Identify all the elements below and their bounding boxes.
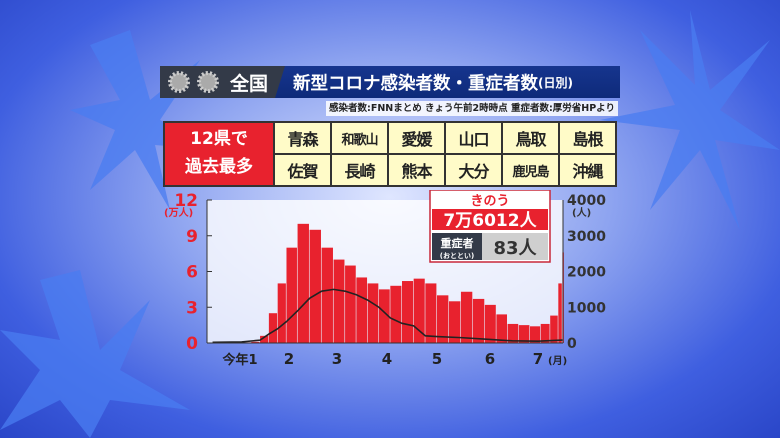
x-tick-label: 4 — [382, 350, 392, 368]
region-section: 全国 — [160, 66, 285, 98]
prefecture-cell: 大分 — [446, 155, 501, 185]
right-tick-label: 2000 — [567, 265, 606, 281]
case-bar — [472, 298, 485, 343]
right-tick-label: 4000 — [567, 193, 606, 209]
x-axis-unit: (月) — [548, 355, 567, 367]
case-bar — [507, 323, 519, 343]
case-bar — [268, 313, 278, 343]
case-bar — [333, 259, 345, 343]
header-bar: 全国 新型コロナ感染者数・重症者数 (日別) — [160, 66, 620, 98]
severe-label: 重症者 — [441, 236, 474, 250]
severe-value: 83人 — [493, 238, 537, 259]
prefecture-cell: 鹿児島 — [503, 155, 558, 185]
case-bar — [286, 247, 297, 343]
left-tick-label: 6 — [186, 263, 198, 283]
virus-icon — [168, 71, 190, 93]
prefecture-cell: 長崎 — [332, 155, 387, 185]
case-bar — [550, 315, 558, 343]
severe-line — [212, 288, 563, 344]
x-tick-label: 5 — [432, 350, 442, 368]
case-bar — [378, 289, 390, 343]
left-tick-label: 9 — [186, 227, 198, 247]
case-bar — [297, 223, 309, 343]
case-bar — [413, 278, 425, 343]
prefecture-cell: 沖縄 — [560, 155, 615, 185]
prefecture-cell: 佐賀 — [275, 155, 330, 185]
record-label-line2: 過去最多 — [185, 157, 253, 177]
x-tick-label: 2 — [284, 350, 294, 368]
case-bar — [321, 247, 333, 343]
case-bar — [260, 335, 269, 343]
record-prefectures-table: 12県で 過去最多 青森 和歌山 愛媛 山口 鳥取 島根 佐賀 長崎 熊本 大分 … — [163, 121, 617, 187]
x-tick-label: 7 — [533, 350, 543, 368]
case-bar — [448, 301, 461, 343]
prefecture-cell: 島根 — [560, 123, 615, 153]
right-axis-unit: (人) — [572, 206, 591, 219]
case-bar — [367, 283, 379, 343]
case-bar — [309, 229, 321, 343]
left-tick-label: 3 — [186, 298, 198, 318]
callout-cases: 7万6012人 — [443, 211, 537, 231]
case-bar — [460, 291, 473, 343]
prefecture-cell: 熊本 — [389, 155, 444, 185]
yesterday-callout: きのう 7万6012人 重症者 (おととい) 83人 — [429, 190, 551, 263]
left-tick-label: 0 — [186, 334, 198, 354]
right-tick-label: 1000 — [567, 300, 606, 316]
case-bar — [496, 314, 507, 343]
right-tick-label: 0 — [567, 336, 577, 352]
case-bar — [425, 283, 437, 343]
title-section: 新型コロナ感染者数・重症者数 (日別) — [275, 66, 620, 98]
record-label-line1: 12県で — [190, 129, 248, 149]
news-graphic-panel: 全国 新型コロナ感染者数・重症者数 (日別) 感染者数:FNNまとめ きょう午前2… — [160, 66, 620, 372]
left-axis-unit: (万人) — [164, 206, 193, 219]
right-tick-label: 3000 — [567, 229, 606, 245]
case-bar — [345, 265, 356, 343]
case-bar — [251, 341, 260, 343]
case-bar — [390, 285, 402, 343]
x-tick-label: 今年1 — [221, 352, 257, 368]
virus-icon — [197, 71, 219, 93]
case-bar — [402, 281, 414, 343]
callout-label: きのう — [470, 194, 509, 209]
severe-sub: (おととい) — [440, 251, 474, 260]
x-tick-label: 6 — [485, 350, 495, 368]
region-label: 全国 — [230, 72, 269, 95]
case-bar — [530, 326, 541, 343]
prefecture-cell: 愛媛 — [389, 123, 444, 153]
prefecture-cell: 鳥取 — [503, 123, 558, 153]
source-note: 感染者数:FNNまとめ きょう午前2時時点 重症者数:厚労省HPより — [326, 101, 618, 116]
prefecture-cell: 青森 — [275, 123, 330, 153]
title-suffix: (日別) — [538, 75, 573, 90]
case-bar — [356, 277, 368, 343]
case-bar — [518, 325, 530, 343]
case-bar — [437, 295, 449, 343]
case-bar — [277, 283, 286, 343]
left-tick-label: 12 — [174, 191, 198, 211]
record-label: 12県で過去最多 — [165, 123, 273, 185]
case-bar — [484, 304, 496, 343]
x-tick-label: 3 — [332, 350, 342, 368]
case-bar — [540, 323, 550, 343]
prefecture-cell: 和歌山 — [332, 123, 387, 153]
case-bar — [558, 283, 562, 343]
prefecture-cell: 山口 — [446, 123, 501, 153]
chart-title: 新型コロナ感染者数・重症者数 — [293, 73, 538, 94]
